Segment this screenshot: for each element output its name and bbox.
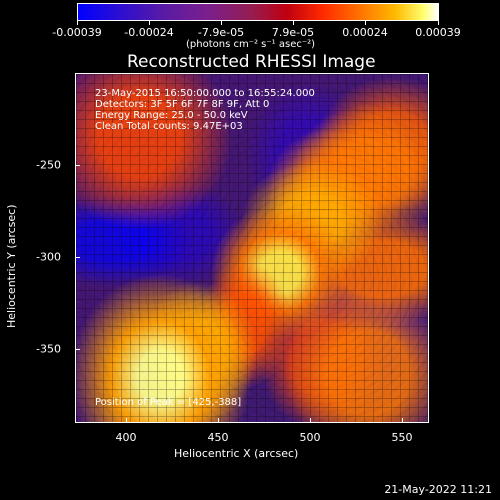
image-metadata: 23-May-2015 16:50:00.000 to 16:55:24.000… bbox=[95, 88, 315, 132]
x-axis-label-450: 450 bbox=[207, 431, 229, 444]
colorbar-units: (photons cm⁻² s⁻¹ asec⁻²) bbox=[186, 39, 316, 50]
x-axis-label-550: 550 bbox=[391, 431, 413, 444]
x-axis bbox=[75, 422, 429, 423]
detectors-info: Detectors: 3F 5F 6F 7F 8F 9F, Att 0 bbox=[95, 99, 270, 110]
y-axis-title: Heliocentric Y (arcsec) bbox=[5, 204, 18, 328]
colorbar-label-6: 0.00039 bbox=[415, 26, 461, 39]
colorbar-tick-2 bbox=[149, 21, 150, 25]
x-axis-tick-450 bbox=[218, 418, 219, 423]
colorbar-label-1: -0.00039 bbox=[52, 26, 102, 39]
image-heatmap bbox=[76, 74, 428, 422]
y-axis-label-350: -350 bbox=[36, 342, 61, 356]
y-axis bbox=[75, 73, 76, 423]
x-axis-label-500: 500 bbox=[299, 431, 321, 444]
x-axis-tick-500 bbox=[310, 418, 311, 423]
colorbar-tick-4 bbox=[293, 21, 294, 25]
x-axis-tick-550 bbox=[402, 418, 403, 423]
image-grid-texture bbox=[76, 74, 428, 422]
energy-range: Energy Range: 25.0 - 50.0 keV bbox=[95, 110, 248, 121]
colorbar-tick-6 bbox=[438, 21, 439, 25]
observation-time: 23-May-2015 16:50:00.000 to 16:55:24.000 bbox=[95, 88, 315, 99]
y-axis-label-250: -250 bbox=[36, 158, 61, 172]
page-title: Reconstructed RHESSI Image bbox=[127, 52, 376, 72]
image-noise-texture bbox=[76, 74, 428, 422]
colorbar-tick-5 bbox=[365, 21, 366, 25]
colorbar-tick-3 bbox=[221, 21, 222, 25]
image-plot bbox=[75, 73, 429, 423]
colorbar-label-2: -0.00024 bbox=[124, 26, 174, 39]
colorbar-tick-1 bbox=[77, 21, 78, 25]
footer-date: 21-May-2022 11:21 bbox=[384, 483, 492, 496]
y-axis-tick-350 bbox=[75, 349, 80, 350]
x-axis-label-400: 400 bbox=[115, 431, 137, 444]
colorbar-label-4: 7.9e-05 bbox=[271, 26, 315, 39]
x-axis-tick-400 bbox=[126, 418, 127, 423]
clean-total-counts: Clean Total counts: 9.47E+03 bbox=[95, 121, 243, 132]
colorbar-label-5: 0.00024 bbox=[342, 26, 388, 39]
y-axis-tick-250 bbox=[75, 165, 80, 166]
position-of-peak: Position of Peak = [425,-388] bbox=[95, 397, 242, 408]
colorbar-label-3: -7.9e-05 bbox=[197, 26, 245, 39]
x-axis-title: Heliocentric X (arcsec) bbox=[174, 447, 299, 460]
y-axis-label-300: -300 bbox=[36, 250, 61, 264]
colorbar bbox=[77, 3, 439, 21]
y-axis-tick-300 bbox=[75, 257, 80, 258]
